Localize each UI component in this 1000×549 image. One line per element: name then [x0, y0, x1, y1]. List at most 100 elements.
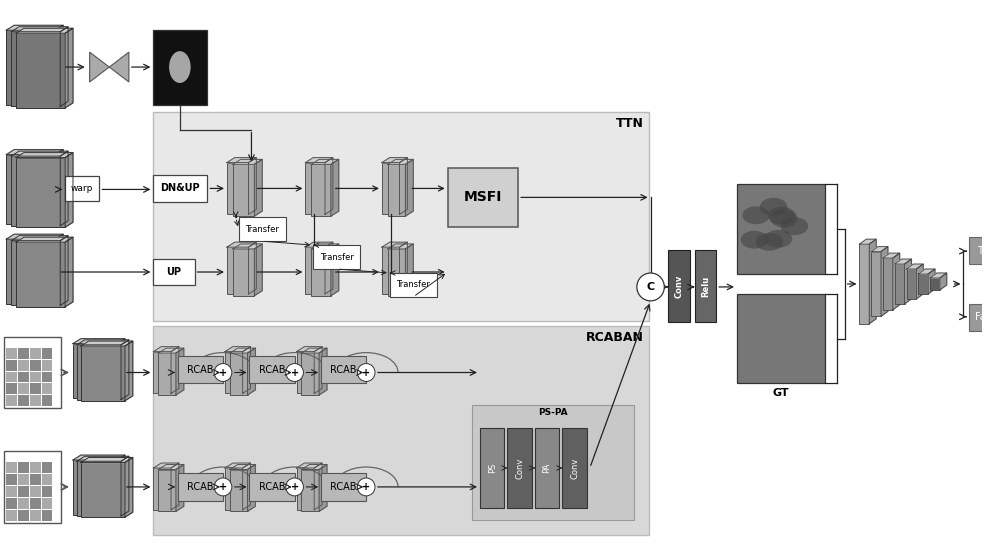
- Polygon shape: [121, 340, 129, 400]
- Text: False: False: [975, 312, 1000, 322]
- FancyBboxPatch shape: [30, 474, 41, 485]
- Text: +: +: [362, 482, 370, 492]
- Polygon shape: [305, 158, 333, 163]
- Polygon shape: [125, 341, 133, 401]
- FancyBboxPatch shape: [6, 510, 17, 521]
- Text: RCAB: RCAB: [187, 482, 214, 492]
- Polygon shape: [16, 28, 73, 33]
- FancyBboxPatch shape: [11, 32, 60, 107]
- FancyBboxPatch shape: [233, 249, 254, 296]
- FancyBboxPatch shape: [153, 326, 649, 535]
- FancyBboxPatch shape: [77, 461, 121, 516]
- Polygon shape: [881, 247, 888, 316]
- Polygon shape: [301, 348, 327, 353]
- Polygon shape: [171, 346, 179, 394]
- FancyBboxPatch shape: [225, 351, 243, 394]
- Polygon shape: [871, 247, 888, 251]
- Ellipse shape: [768, 206, 796, 225]
- Polygon shape: [859, 239, 876, 244]
- Circle shape: [357, 478, 375, 496]
- FancyBboxPatch shape: [311, 249, 331, 296]
- FancyBboxPatch shape: [6, 486, 17, 497]
- Polygon shape: [254, 159, 262, 216]
- Text: True: True: [977, 245, 998, 256]
- Text: PS-PA: PS-PA: [538, 408, 568, 417]
- Ellipse shape: [760, 198, 787, 216]
- FancyBboxPatch shape: [18, 462, 29, 473]
- FancyBboxPatch shape: [969, 237, 1000, 264]
- FancyBboxPatch shape: [6, 239, 55, 304]
- Polygon shape: [73, 455, 125, 460]
- FancyBboxPatch shape: [178, 473, 223, 501]
- Ellipse shape: [169, 51, 191, 83]
- FancyBboxPatch shape: [695, 250, 716, 322]
- Polygon shape: [405, 159, 413, 216]
- Polygon shape: [905, 259, 911, 304]
- FancyBboxPatch shape: [6, 395, 17, 406]
- Text: PS: PS: [488, 463, 497, 473]
- Polygon shape: [77, 340, 129, 345]
- FancyBboxPatch shape: [230, 353, 248, 395]
- Text: UP: UP: [166, 267, 181, 277]
- Text: RCAB: RCAB: [330, 482, 357, 492]
- FancyBboxPatch shape: [6, 30, 55, 105]
- Polygon shape: [227, 242, 256, 247]
- Polygon shape: [227, 158, 256, 163]
- Polygon shape: [16, 237, 73, 242]
- FancyBboxPatch shape: [480, 428, 504, 508]
- Polygon shape: [319, 464, 327, 511]
- FancyBboxPatch shape: [230, 469, 248, 511]
- Circle shape: [637, 273, 664, 301]
- Polygon shape: [158, 348, 184, 353]
- Polygon shape: [400, 158, 407, 214]
- FancyBboxPatch shape: [30, 510, 41, 521]
- FancyBboxPatch shape: [305, 247, 325, 294]
- FancyBboxPatch shape: [81, 346, 125, 401]
- FancyBboxPatch shape: [382, 163, 400, 214]
- Polygon shape: [895, 259, 911, 264]
- Polygon shape: [311, 159, 339, 164]
- Polygon shape: [55, 150, 63, 224]
- Polygon shape: [301, 464, 327, 469]
- Text: DN&UP: DN&UP: [161, 183, 200, 193]
- FancyBboxPatch shape: [297, 351, 314, 394]
- Polygon shape: [225, 463, 250, 468]
- Polygon shape: [254, 244, 262, 296]
- FancyBboxPatch shape: [301, 353, 319, 395]
- FancyBboxPatch shape: [153, 112, 649, 321]
- FancyBboxPatch shape: [30, 372, 41, 383]
- Polygon shape: [171, 463, 179, 510]
- FancyBboxPatch shape: [227, 163, 249, 214]
- Polygon shape: [305, 242, 333, 247]
- FancyBboxPatch shape: [507, 428, 532, 508]
- FancyBboxPatch shape: [737, 184, 825, 274]
- Polygon shape: [158, 464, 184, 469]
- Polygon shape: [6, 25, 63, 30]
- Polygon shape: [60, 236, 68, 305]
- Polygon shape: [248, 464, 255, 511]
- Polygon shape: [121, 456, 129, 516]
- FancyBboxPatch shape: [895, 264, 905, 304]
- Text: RCAB: RCAB: [330, 365, 357, 374]
- FancyBboxPatch shape: [158, 353, 176, 395]
- Polygon shape: [117, 455, 125, 515]
- Text: Relu: Relu: [701, 275, 710, 296]
- FancyBboxPatch shape: [6, 155, 55, 224]
- Polygon shape: [928, 269, 935, 294]
- FancyBboxPatch shape: [562, 428, 587, 508]
- Polygon shape: [325, 242, 333, 294]
- Polygon shape: [249, 158, 256, 214]
- Polygon shape: [382, 242, 407, 247]
- Text: RCAB: RCAB: [259, 482, 285, 492]
- FancyBboxPatch shape: [305, 163, 325, 214]
- FancyBboxPatch shape: [30, 348, 41, 358]
- FancyBboxPatch shape: [297, 468, 314, 510]
- Text: Conv: Conv: [675, 274, 684, 298]
- Text: +: +: [291, 367, 299, 378]
- FancyBboxPatch shape: [388, 164, 405, 216]
- Polygon shape: [325, 158, 333, 214]
- FancyBboxPatch shape: [388, 249, 405, 296]
- FancyBboxPatch shape: [30, 395, 41, 406]
- Polygon shape: [233, 159, 262, 164]
- Text: RCABAN: RCABAN: [586, 330, 644, 344]
